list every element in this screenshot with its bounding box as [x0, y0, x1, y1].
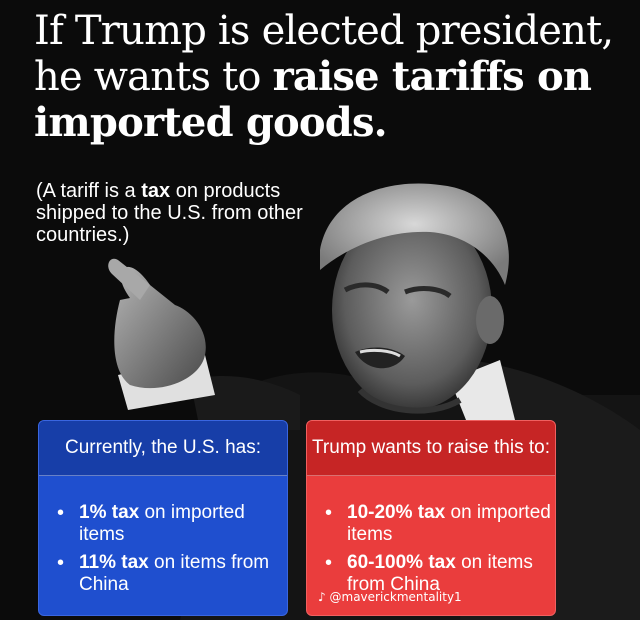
proposed-tariffs-list: 10-20% tax on imported items 60-100% tax…: [307, 476, 555, 596]
list-item-bold: 10-20% tax: [347, 502, 446, 523]
current-tariffs-title: Currently, the U.S. has:: [39, 421, 287, 476]
tariff-definition-part-2: on products shipped to the U.S. from oth…: [36, 180, 303, 246]
tariff-definition-part-1: (A tariff is a: [36, 180, 142, 202]
tiktok-icon: ♪: [318, 590, 326, 604]
watermark-handle: @maverickmentality1: [329, 590, 462, 604]
proposed-tariffs-title: Trump wants to raise this to:: [307, 421, 555, 476]
headline-line-2-bold: raise tariffs on: [272, 53, 592, 100]
list-item-bold: 1% tax: [79, 502, 140, 523]
headline-line-3: imported goods.: [34, 99, 388, 146]
current-tariffs-list: 1% tax on imported items 11% tax on item…: [39, 476, 287, 596]
list-item-text: on imported items: [79, 502, 245, 545]
watermark: ♪ @maverickmentality1: [318, 590, 462, 604]
list-item-text: on imported items: [347, 502, 551, 545]
list-item: 11% tax on items from China: [57, 552, 287, 596]
list-item: 10-20% tax on imported items: [325, 502, 555, 546]
list-item: 60-100% tax on items from China: [325, 552, 555, 596]
headline-line-2: he wants to raise tariffs on: [34, 53, 624, 101]
proposed-tariffs-box: Trump wants to raise this to: 10-20% tax…: [306, 420, 556, 616]
list-item: 1% tax on imported items: [57, 502, 287, 546]
list-item-text: on items from China: [79, 552, 270, 595]
tariff-definition: (A tariff is a tax on products shipped t…: [36, 180, 306, 246]
list-item-bold: 11% tax: [79, 552, 149, 573]
headline: If Trump is elected president, he wants …: [34, 8, 624, 146]
list-item-text: on items from China: [347, 552, 533, 595]
list-item-bold: 60-100% tax: [347, 552, 456, 573]
headline-line-2-plain: he wants to: [34, 54, 273, 100]
current-tariffs-box: Currently, the U.S. has: 1% tax on impor…: [38, 420, 288, 616]
tariff-definition-bold: tax: [141, 180, 171, 202]
headline-line-1: If Trump is elected president,: [34, 8, 614, 54]
